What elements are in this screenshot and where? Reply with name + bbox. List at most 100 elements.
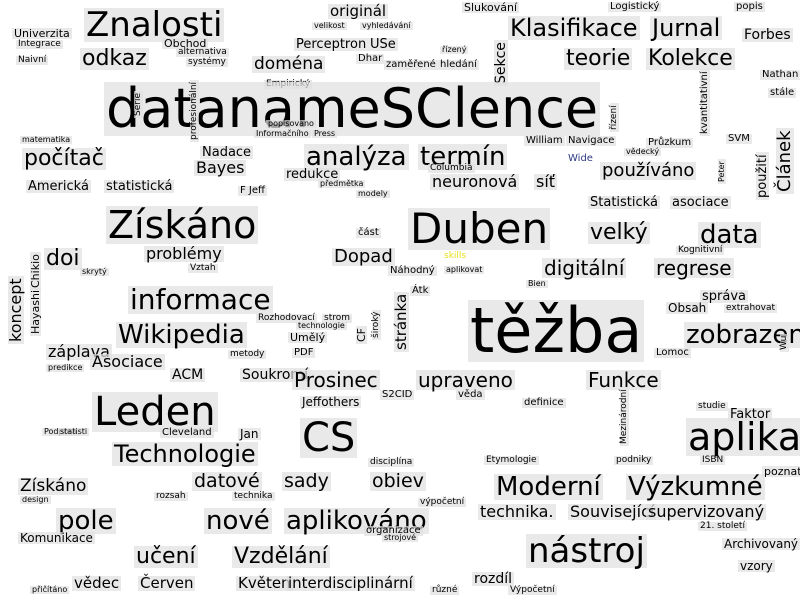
word: popisovano	[266, 119, 316, 128]
word: Moderní	[494, 472, 603, 502]
word: popis	[734, 1, 765, 12]
word: řízení	[609, 103, 619, 132]
word: různé	[430, 585, 460, 595]
word: interdisciplinární	[286, 574, 415, 592]
word: definice	[522, 397, 566, 408]
word: SVM	[726, 133, 752, 144]
word: Logistický	[608, 1, 662, 12]
word: Columbia	[428, 163, 475, 173]
word: Forbes	[742, 27, 793, 43]
word: odkaz	[80, 46, 149, 71]
word: technika	[232, 491, 275, 501]
word: predikce	[46, 363, 85, 372]
word: stránka	[392, 291, 410, 352]
word: studie	[696, 401, 728, 411]
word: síť	[534, 172, 558, 191]
word: Jurnal	[650, 14, 723, 42]
word: Informačního	[254, 129, 311, 138]
word: organizace	[364, 525, 423, 536]
word: Slukování	[462, 1, 519, 14]
word: věda	[456, 389, 485, 400]
word: Statistická	[588, 195, 660, 210]
word: Mezinárodní	[619, 387, 629, 446]
word: Faktor	[728, 407, 773, 422]
word: Funkce	[586, 368, 661, 392]
word: velikost	[312, 21, 347, 30]
word: sady	[282, 470, 331, 492]
word: ACM	[170, 367, 206, 383]
word: Leden	[92, 389, 218, 435]
word: 21. století	[698, 521, 747, 531]
word: supervizovaný	[646, 502, 767, 521]
word: vyhledávání	[360, 21, 413, 30]
word: učení	[134, 544, 198, 569]
word: S2CID	[380, 389, 415, 400]
word: počítač	[22, 146, 106, 171]
word: Perceptron	[294, 37, 369, 52]
word: Dhar	[356, 53, 385, 64]
word: Klasifikace	[508, 14, 640, 42]
word: poznatky	[762, 466, 800, 477]
word: Asociace	[90, 352, 165, 371]
word: upraveno	[416, 368, 515, 392]
word: teorie	[564, 46, 633, 71]
word: těžba	[468, 294, 645, 367]
word: originál	[328, 2, 389, 20]
word: Červen	[138, 574, 196, 592]
word: kvantitativní	[699, 69, 710, 136]
word: Bien	[526, 279, 548, 288]
word: CS	[300, 415, 358, 461]
word: Vzdělání	[232, 544, 330, 569]
word: Naivní	[16, 55, 49, 65]
word: Duben	[408, 204, 551, 253]
word: Související	[568, 502, 657, 521]
word: aplikovat	[444, 265, 485, 274]
word: F Jeff	[238, 185, 267, 196]
word: nástroj	[526, 531, 647, 571]
word: Press	[312, 129, 338, 138]
word: široký	[371, 309, 381, 340]
word: rozsah	[154, 491, 188, 501]
word: Získáno	[106, 203, 259, 247]
word: CF	[355, 325, 368, 344]
word: Technologie	[112, 440, 258, 468]
word: Etymologie	[484, 455, 539, 465]
word: statistická	[104, 179, 175, 194]
word: pole	[56, 506, 116, 536]
word: Wide	[568, 153, 593, 164]
word: Cleveland	[160, 427, 214, 438]
word: design	[20, 495, 51, 504]
word: zaměřené	[384, 59, 438, 70]
word: technologie	[296, 321, 347, 330]
word: vědec	[72, 574, 122, 592]
word: Výzkumné	[626, 472, 765, 502]
word: doi	[44, 246, 82, 271]
word: skrytý	[80, 267, 109, 276]
word: digitální	[542, 256, 627, 280]
word: Dopad	[332, 246, 395, 267]
word: vědecký	[624, 147, 662, 156]
word: Wikipedia	[116, 320, 247, 350]
word: Výpočetní	[508, 585, 557, 595]
word: datové	[192, 470, 262, 492]
word: stále	[768, 87, 797, 98]
word: USe	[368, 37, 398, 52]
word: Vztah	[188, 263, 218, 273]
word: Článek	[774, 128, 795, 194]
word: matematika	[20, 135, 73, 144]
word: velký	[588, 220, 650, 245]
word: Kolekce	[646, 46, 735, 71]
word: Obsah	[666, 301, 709, 315]
word: Série	[133, 91, 143, 118]
word: technika.	[478, 502, 556, 521]
word: Květen	[236, 574, 293, 592]
word: Obchod	[162, 37, 209, 50]
word: rozdíl	[472, 571, 515, 587]
word: nové	[204, 506, 272, 536]
word: disciplína	[368, 457, 415, 467]
word: systémy	[186, 57, 228, 67]
word: Kognitivní	[676, 245, 725, 255]
word: analýza	[304, 142, 409, 172]
word: Chikio	[29, 252, 42, 290]
word: modely	[356, 189, 390, 198]
